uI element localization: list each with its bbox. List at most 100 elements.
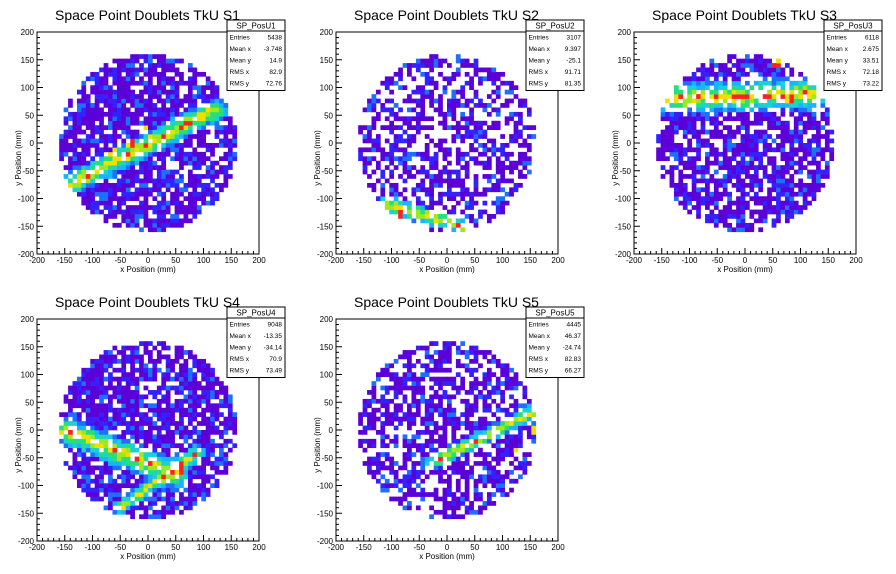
heatmap-cell <box>482 394 488 400</box>
heatmap-cell <box>740 63 746 68</box>
heatmap-cell <box>753 129 759 135</box>
heatmap-cell <box>447 381 452 386</box>
heatmap-cell <box>130 447 135 453</box>
heatmap-cell <box>134 385 140 391</box>
heatmap-cell <box>811 134 817 139</box>
heatmap-cell <box>673 191 679 197</box>
heatmap-cell <box>156 89 162 95</box>
heatmap-cell <box>758 200 764 206</box>
heatmap-cell <box>398 147 403 153</box>
heatmap-cell <box>152 474 158 480</box>
heatmap-cell <box>816 147 821 153</box>
heatmap-cell <box>478 191 483 197</box>
heatmap-cell <box>99 381 104 386</box>
heatmap-cell <box>771 103 777 108</box>
heatmap-cell <box>156 218 162 224</box>
heatmap-cell <box>205 425 211 431</box>
heatmap-cell <box>183 94 189 99</box>
heatmap-cell <box>780 107 786 113</box>
heatmap-cell <box>420 165 426 170</box>
heatmap-cell <box>201 385 207 391</box>
heatmap-cell <box>713 178 719 184</box>
heatmap-cell <box>156 125 162 130</box>
heatmap-cell <box>460 412 466 417</box>
heatmap-cell <box>727 196 732 202</box>
heatmap-cell <box>500 390 506 395</box>
heatmap-cell <box>192 120 198 126</box>
heatmap-cell <box>491 187 497 193</box>
heatmap-cell <box>367 456 372 462</box>
heatmap-cell <box>495 89 501 95</box>
heatmap-cell <box>451 98 457 104</box>
heatmap-cell <box>402 200 408 206</box>
heatmap-cell <box>174 205 180 210</box>
heatmap-cell <box>807 182 812 188</box>
heatmap-cell <box>183 134 189 139</box>
heatmap-cell <box>139 358 144 364</box>
heatmap-cell <box>170 191 175 197</box>
heatmap-cell <box>165 394 171 400</box>
heatmap-cell <box>460 89 466 95</box>
heatmap-cell <box>455 421 461 426</box>
heatmap-cell <box>447 151 452 157</box>
heatmap-cell <box>478 438 483 444</box>
heatmap-cell <box>81 138 87 144</box>
heatmap-cell <box>362 169 368 175</box>
heatmap-cell <box>491 421 497 426</box>
heatmap-cell <box>112 160 118 166</box>
heatmap-cell <box>705 138 710 144</box>
heatmap-cell <box>183 111 189 117</box>
heatmap-cell <box>152 85 158 91</box>
heatmap-cell <box>473 156 479 162</box>
heatmap-cell <box>112 134 118 139</box>
heatmap-cell <box>214 483 220 489</box>
heatmap-cell <box>402 98 408 104</box>
heatmap-cell <box>81 425 87 431</box>
heatmap-cell <box>187 354 193 360</box>
heatmap-cell <box>214 425 220 431</box>
heatmap-cell <box>375 98 381 104</box>
heatmap-cell <box>486 111 492 117</box>
heatmap-cell <box>482 160 488 166</box>
heatmap-cell <box>411 421 417 426</box>
heatmap-cell <box>424 438 430 444</box>
heatmap-cell <box>112 125 118 130</box>
heatmap-cell <box>152 496 158 502</box>
heatmap-cell <box>99 209 104 215</box>
heatmap-cell <box>223 182 229 188</box>
heatmap-cell <box>682 103 688 108</box>
heatmap-cell <box>438 218 443 224</box>
heatmap-cell <box>85 200 91 206</box>
heatmap-cell <box>660 174 666 179</box>
heatmap-cell <box>139 160 144 166</box>
heatmap-cell <box>771 174 777 179</box>
heatmap-cell <box>429 421 434 426</box>
heatmap-cell <box>125 354 131 360</box>
heatmap-cell <box>76 398 82 404</box>
heatmap-cell <box>740 227 746 233</box>
heatmap-cell <box>72 120 78 126</box>
heatmap-cell <box>749 209 755 215</box>
heatmap-cell <box>103 85 109 91</box>
heatmap-cell <box>187 465 193 471</box>
heatmap-cell <box>736 76 741 82</box>
heatmap-cell <box>384 398 390 404</box>
heatmap-cell <box>165 456 171 462</box>
heatmap-cell <box>722 147 728 153</box>
heatmap-cell <box>156 85 162 91</box>
heatmap-cell <box>665 116 670 122</box>
heatmap-cell <box>170 509 175 515</box>
heatmap-cell <box>112 103 118 108</box>
heatmap-cell <box>103 430 109 435</box>
heatmap-cell <box>438 169 443 175</box>
heatmap-cell <box>767 160 772 166</box>
heatmap-cell <box>722 80 728 86</box>
heatmap-cell <box>94 394 100 400</box>
heatmap-cell <box>424 94 430 99</box>
heatmap-cell <box>442 505 448 511</box>
heatmap-cell <box>90 469 96 475</box>
heatmap-cell <box>99 394 104 400</box>
heatmap-cell <box>196 487 202 493</box>
heatmap-cell <box>380 151 386 157</box>
heatmap-cell <box>134 54 140 59</box>
